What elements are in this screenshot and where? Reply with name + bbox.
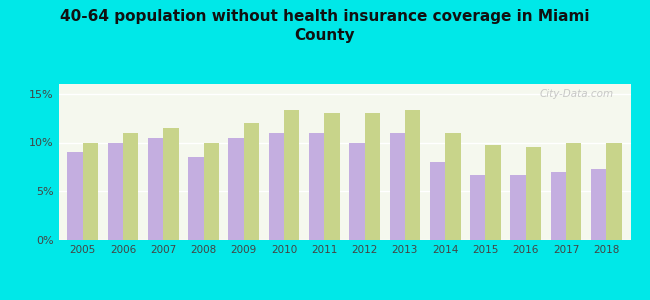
Text: 40-64 population without health insurance coverage in Miami
County: 40-64 population without health insuranc… <box>60 9 590 43</box>
Bar <box>365 113 380 240</box>
Bar <box>566 142 581 240</box>
Bar <box>68 152 83 240</box>
Bar <box>203 142 219 240</box>
Bar <box>148 138 163 240</box>
Bar <box>324 113 340 240</box>
Bar <box>309 133 324 240</box>
Bar <box>229 138 244 240</box>
Bar <box>108 142 123 240</box>
Bar <box>606 142 621 240</box>
Text: City-Data.com: City-Data.com <box>540 89 614 99</box>
Bar <box>510 175 526 240</box>
Bar <box>405 110 421 240</box>
Bar <box>526 147 541 240</box>
Bar <box>188 157 203 240</box>
Bar <box>284 110 300 240</box>
Bar <box>551 172 566 240</box>
Bar <box>163 128 179 240</box>
Bar <box>591 169 606 240</box>
Bar <box>244 123 259 240</box>
Bar <box>389 133 405 240</box>
Bar <box>268 133 284 240</box>
Bar <box>430 162 445 240</box>
Bar <box>486 146 500 240</box>
Bar <box>349 142 365 240</box>
Bar <box>470 175 486 240</box>
Bar <box>123 133 138 240</box>
Bar <box>83 142 98 240</box>
Bar <box>445 133 460 240</box>
